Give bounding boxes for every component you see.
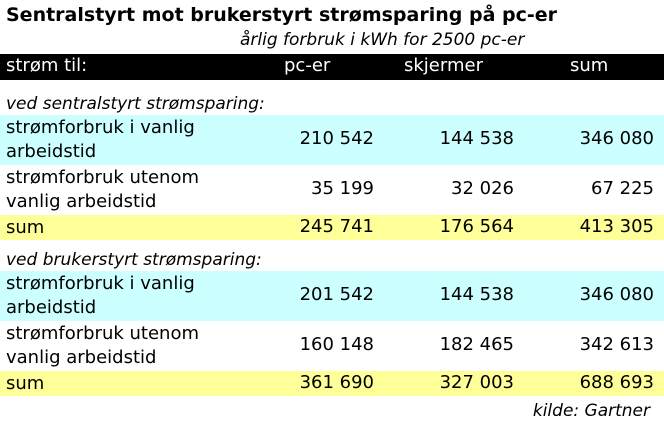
header-screens-col: skjermer: [404, 55, 483, 76]
sum-value: 346 080: [579, 128, 654, 149]
row-label: sum: [6, 373, 45, 394]
row-label-line2: arbeidstid: [6, 141, 97, 162]
header-row: strøm til: pc-er skjermer sum: [0, 54, 664, 80]
row-label: sum: [6, 217, 45, 238]
row-label: strømforbruk utenom: [6, 167, 200, 188]
pc-value: 35 199: [311, 178, 374, 199]
table-subtitle: årlig forbruk i kWh for 2500 pc-er: [240, 30, 525, 50]
table-title: Sentralstyrt mot brukerstyrt strømsparin…: [6, 4, 558, 26]
section-title: ved brukerstyrt strømsparing:: [6, 250, 262, 270]
row-label: strømforbruk i vanlig: [6, 273, 195, 294]
screens-value: 182 465: [439, 334, 514, 355]
pc-value: 245 741: [299, 216, 374, 237]
row-label: strømforbruk utenom: [6, 323, 200, 344]
section-title: ved sentralstyrt strømsparing:: [6, 94, 265, 114]
header-pc-col: pc-er: [284, 55, 331, 76]
screens-value: 144 538: [439, 128, 514, 149]
header-label-col: strøm til:: [6, 55, 88, 76]
sum-value: 342 613: [579, 334, 654, 355]
pc-value: 361 690: [299, 372, 374, 393]
screens-value: 327 003: [439, 372, 514, 393]
sum-row: sum 361 690 327 003 688 693: [0, 371, 664, 396]
row-label-line2: arbeidstid: [6, 297, 97, 318]
pc-value: 210 542: [299, 128, 374, 149]
sum-value: 688 693: [579, 372, 654, 393]
sum-value: 413 305: [579, 216, 654, 237]
pc-value: 160 148: [299, 334, 374, 355]
table-row: strømforbruk i vanlig arbeidstid 210 542…: [0, 115, 664, 165]
header-sum-col: sum: [570, 55, 609, 76]
sum-value: 67 225: [591, 178, 654, 199]
screens-value: 144 538: [439, 284, 514, 305]
screens-value: 176 564: [439, 216, 514, 237]
sum-value: 346 080: [579, 284, 654, 305]
pc-value: 201 542: [299, 284, 374, 305]
table-row: strømforbruk i vanlig arbeidstid 201 542…: [0, 271, 664, 321]
row-label-line2: vanlig arbeidstid: [6, 347, 157, 368]
source-note: kilde: Gartner: [532, 401, 650, 421]
row-label: strømforbruk i vanlig: [6, 117, 195, 138]
row-label-line2: vanlig arbeidstid: [6, 191, 157, 212]
table-row: strømforbruk utenom vanlig arbeidstid 16…: [0, 321, 664, 371]
table-row: strømforbruk utenom vanlig arbeidstid 35…: [0, 165, 664, 215]
sum-row: sum 245 741 176 564 413 305: [0, 215, 664, 240]
screens-value: 32 026: [451, 178, 514, 199]
